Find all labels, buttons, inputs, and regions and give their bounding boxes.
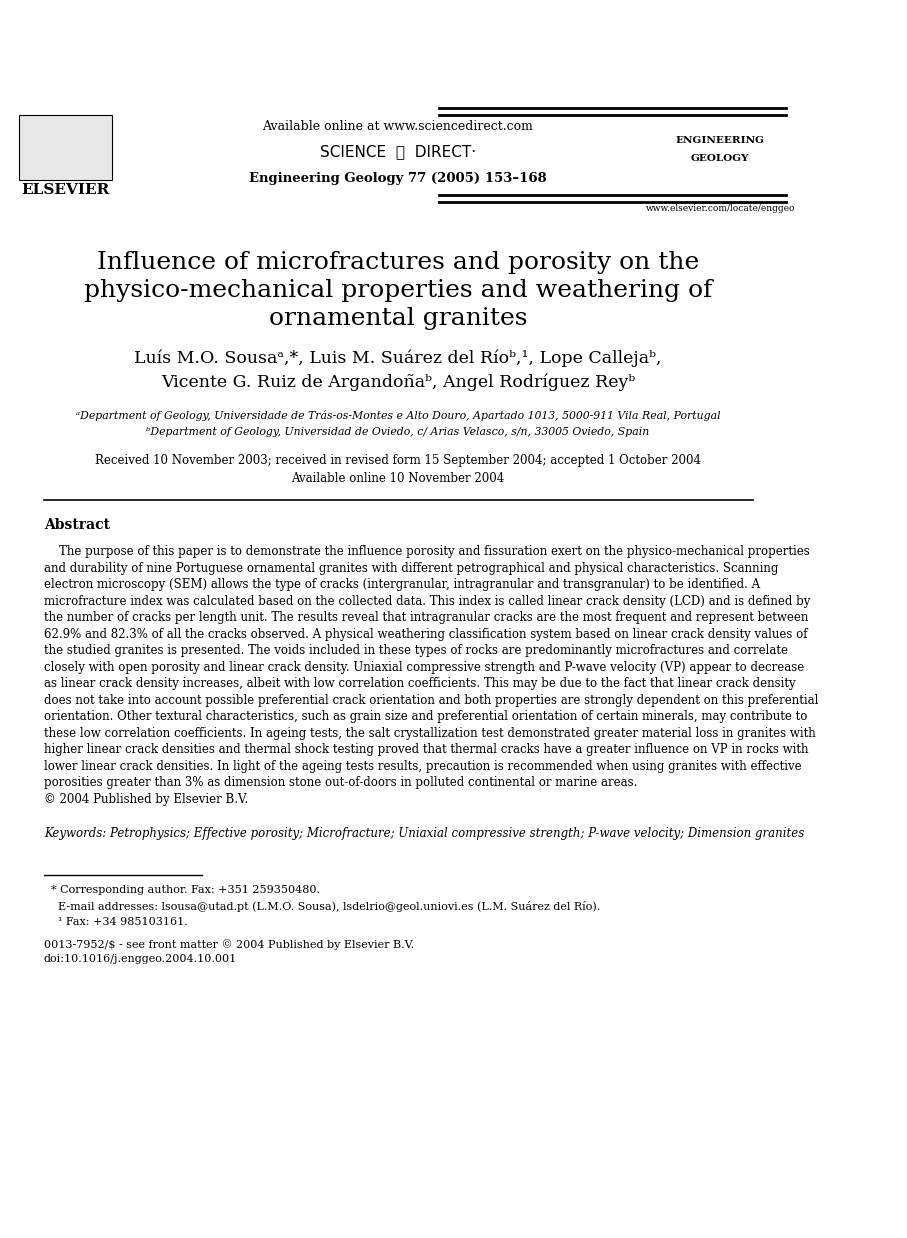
Text: the studied granites is presented. The voids included in these types of rocks ar: the studied granites is presented. The v… [44,644,788,657]
Text: © 2004 Published by Elsevier B.V.: © 2004 Published by Elsevier B.V. [44,792,249,806]
Text: Engineering Geology 77 (2005) 153–168: Engineering Geology 77 (2005) 153–168 [249,172,547,184]
Text: closely with open porosity and linear crack density. Uniaxial compressive streng: closely with open porosity and linear cr… [44,661,805,673]
Text: Luís M.O. Sousaᵃ,*, Luis M. Suárez del Ríoᵇ,¹, Lope Callejaᵇ,: Luís M.O. Sousaᵃ,*, Luis M. Suárez del R… [134,349,662,366]
Text: Received 10 November 2003; received in revised form 15 September 2004; accepted : Received 10 November 2003; received in r… [95,453,701,467]
Bar [19,115,112,180]
Text: ¹ Fax: +34 985103161.: ¹ Fax: +34 985103161. [44,917,188,927]
Text: Influence of microfractures and porosity on the: Influence of microfractures and porosity… [97,250,699,274]
Text: SCIENCE  ⓓ  DIRECT·: SCIENCE ⓓ DIRECT· [320,145,476,160]
Text: as linear crack density increases, albeit with low correlation coefficients. Thi: as linear crack density increases, albei… [44,677,795,690]
Text: Vicente G. Ruiz de Argandoñaᵇ, Angel Rodríguez Reyᵇ: Vicente G. Ruiz de Argandoñaᵇ, Angel Ro… [161,373,635,391]
Text: higher linear crack densities and thermal shock testing proved that thermal crac: higher linear crack densities and therma… [44,743,808,756]
Text: ENGINEERING: ENGINEERING [676,135,765,145]
Text: ornamental granites: ornamental granites [268,307,527,329]
Text: The purpose of this paper is to demonstrate the influence porosity and fissurati: The purpose of this paper is to demonstr… [44,545,810,558]
Text: www.elsevier.com/locate/enggeo: www.elsevier.com/locate/enggeo [646,203,795,213]
Text: Abstract: Abstract [44,517,110,532]
Text: Available online 10 November 2004: Available online 10 November 2004 [291,472,504,484]
Text: Available online at www.sciencedirect.com: Available online at www.sciencedirect.co… [262,120,533,132]
Text: the number of cracks per length unit. The results reveal that intragranular crac: the number of cracks per length unit. Th… [44,612,808,624]
Text: electron microscopy (SEM) allows the type of cracks (intergranular, intragranula: electron microscopy (SEM) allows the typ… [44,578,760,591]
Text: these low correlation coefficients. In ageing tests, the salt crystallization te: these low correlation coefficients. In a… [44,727,815,739]
Text: physico-mechanical properties and weathering of: physico-mechanical properties and weathe… [83,279,712,302]
Text: Keywords: Petrophysics; Effective porosity; Microfracture; Uniaxial compressive : Keywords: Petrophysics; Effective porosi… [44,827,805,841]
Text: lower linear crack densities. In light of the ageing tests results, precaution i: lower linear crack densities. In light o… [44,759,802,773]
Text: doi:10.1016/j.enggeo.2004.10.001: doi:10.1016/j.enggeo.2004.10.001 [44,954,237,964]
Text: does not take into account possible preferential crack orientation and both prop: does not take into account possible pref… [44,693,818,707]
Text: 62.9% and 82.3% of all the cracks observed. A physical weathering classification: 62.9% and 82.3% of all the cracks observ… [44,628,807,640]
Text: E-mail addresses: lsousa@utad.pt (L.M.O. Sousa), lsdelrio@geol.uniovi.es (L.M. S: E-mail addresses: lsousa@utad.pt (L.M.O.… [44,901,600,912]
Text: and durability of nine Portuguese ornamental granites with different petrographi: and durability of nine Portuguese orname… [44,562,778,574]
Text: * Corresponding author. Fax: +351 259350480.: * Corresponding author. Fax: +351 259350… [44,885,320,895]
Text: GEOLOGY: GEOLOGY [691,154,749,162]
Text: 0013-7952/$ - see front matter © 2004 Published by Elsevier B.V.: 0013-7952/$ - see front matter © 2004 Pu… [44,938,414,950]
Text: microfracture index was calculated based on the collected data. This index is ca: microfracture index was calculated based… [44,594,810,608]
Text: porosities greater than 3% as dimension stone out-of-doors in polluted continent: porosities greater than 3% as dimension … [44,776,638,789]
Text: ELSEVIER: ELSEVIER [22,183,110,197]
Text: ᵇDepartment of Geology, Universidad de Oviedo, c/ Arias Velasco, s/n, 33005 Ovie: ᵇDepartment of Geology, Universidad de O… [146,427,649,437]
Text: orientation. Other textural characteristics, such as grain size and preferential: orientation. Other textural characterist… [44,711,807,723]
Text: ᵃDepartment of Geology, Universidade de Trás-os-Montes e Alto Douro, Apartado 10: ᵃDepartment of Geology, Universidade de … [75,410,720,421]
